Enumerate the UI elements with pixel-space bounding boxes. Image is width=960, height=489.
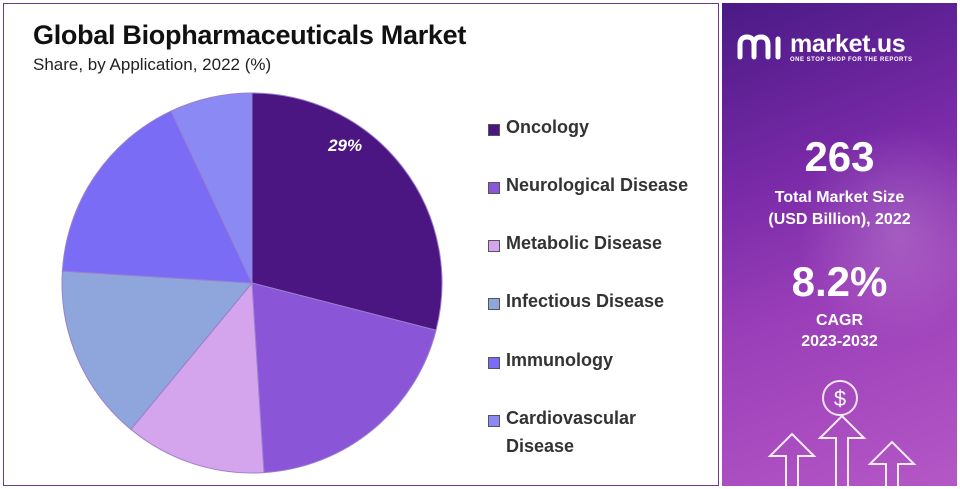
svg-text:$: $ — [834, 386, 846, 411]
legend-item-immunology: Immunology — [488, 350, 718, 374]
pie-slice-infectious-disease — [61, 270, 254, 431]
legend-item-infectious-disease: Infectious Disease — [488, 291, 718, 315]
legend-item-cardiovascular-disease: Cardiovascular Disease — [488, 408, 658, 460]
market-size-label-line1: Total Market Size — [774, 189, 905, 206]
legend-item-neurological-disease: Neurological Disease — [488, 175, 718, 199]
legend-swatch — [488, 182, 500, 194]
market-us-logo-icon — [737, 34, 781, 60]
legend-swatch — [488, 298, 500, 310]
legend-item-metabolic-disease: Metabolic Disease — [488, 233, 718, 257]
legend-label: Immunology — [506, 350, 613, 370]
pie-slice-neurological-disease — [251, 282, 437, 474]
legend-label: Infectious Disease — [506, 291, 665, 311]
legend-swatch — [488, 240, 500, 252]
legend-swatch — [488, 415, 500, 427]
legend-label: Oncology — [506, 117, 590, 137]
pie-slice-cardiovascular-disease — [170, 92, 253, 284]
market-size-value: 263 — [804, 133, 875, 180]
legend-swatch — [488, 357, 500, 369]
cagr-label: CAGR — [815, 312, 864, 329]
market-size-label-line2: (USD Billion), 2022 — [768, 211, 911, 228]
pie-data-label: 29% — [327, 136, 362, 155]
pie-slice-immunology — [61, 110, 253, 284]
brand-name: market.us — [790, 30, 906, 58]
pie-chart: 29% — [61, 92, 443, 474]
growth-arrows-icon: $ — [767, 380, 917, 486]
legend-label: Cardiovascular Disease — [506, 408, 637, 456]
brand-logo: market.us ONE STOP SHOP FOR THE REPORTS — [736, 31, 913, 63]
legend-swatch — [488, 124, 500, 136]
legend-label: Metabolic Disease — [506, 233, 663, 253]
cagr-period: 2023-2032 — [801, 333, 878, 350]
stats-panel: market.us ONE STOP SHOP FOR THE REPORTS … — [722, 3, 957, 486]
chart-title: Global Biopharmaceuticals Market — [33, 20, 467, 50]
brand-tagline: ONE STOP SHOP FOR THE REPORTS — [790, 57, 913, 63]
pie-slice-metabolic-disease — [130, 281, 265, 474]
legend-item-oncology: Oncology — [488, 117, 718, 141]
background-glow — [797, 123, 957, 343]
legend-label: Neurological Disease — [506, 175, 689, 195]
pie-slice-oncology — [251, 92, 443, 331]
chart-subtitle: Share, by Application, 2022 (%) — [33, 55, 272, 74]
cagr-value: 8.2% — [791, 258, 888, 305]
